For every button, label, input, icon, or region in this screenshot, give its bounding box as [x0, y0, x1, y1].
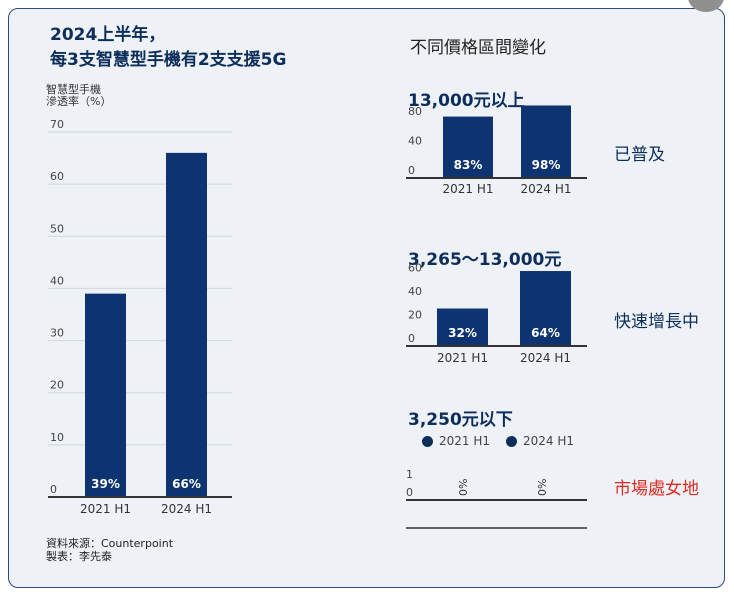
seg3-ytick-1: 1 — [406, 468, 413, 481]
main-data-label-0: 39% — [91, 477, 120, 491]
main-ytick-3: 30 — [50, 327, 64, 340]
main-data-label-1: 66% — [172, 477, 201, 491]
infographic-card — [8, 8, 725, 588]
seg2-ytick-1: 20 — [408, 309, 422, 322]
corner-badge — [688, 0, 724, 12]
segment-1-title: 13,000元以上 — [408, 91, 525, 111]
main-ytick-2: 20 — [50, 379, 64, 392]
seg1-category-0: 2021 H1 — [442, 182, 493, 196]
title-line-2: 每3支智慧型手機有2支支援5G — [50, 50, 287, 70]
seg2-bar-1 — [520, 271, 571, 346]
ylabel-line-2: 滲透率（%） — [46, 95, 112, 108]
ylabel-line-1: 智慧型手機 — [46, 83, 101, 96]
seg1-ytick-0: 0 — [408, 164, 415, 177]
segment-3-legend: 2021 H1 2024 H1 — [422, 434, 574, 448]
seg2-category-1: 2024 H1 — [520, 351, 571, 365]
segment-2-status: 快速增長中 — [614, 312, 699, 332]
segment-1-status: 已普及 — [614, 145, 665, 165]
seg1-ytick-2: 80 — [408, 105, 422, 118]
main-ytick-1: 10 — [50, 431, 64, 444]
legend-label-2024: 2024 H1 — [523, 434, 575, 448]
seg1-bar-1 — [521, 105, 571, 178]
seg1-category-1: 2024 H1 — [520, 182, 571, 196]
legend-label-2021: 2021 H1 — [439, 434, 491, 448]
author-line: 製表：李先泰 — [46, 550, 112, 563]
main-ytick-0: 0 — [50, 483, 57, 496]
main-bar-0 — [85, 293, 126, 497]
seg2-ytick-2: 40 — [408, 285, 422, 298]
legend-dot-2021 — [422, 435, 433, 447]
segment-3-status: 市場處女地 — [614, 479, 699, 499]
main-ytick-6: 60 — [50, 170, 64, 183]
main-ytick-4: 40 — [50, 274, 64, 287]
seg3-ytick-0: 0 — [406, 486, 413, 499]
segment-3-title: 3,250元以下 — [408, 410, 513, 430]
title-line-1: 2024上半年， — [50, 25, 166, 45]
seg2-ytick-3: 60 — [408, 262, 422, 275]
main-category-1: 2024 H1 — [161, 502, 212, 516]
main-ytick-5: 50 — [50, 222, 64, 235]
seg1-data-label-1: 98% — [532, 158, 561, 172]
right-panel-title: 不同價格區間變化 — [410, 38, 546, 58]
legend-dot-2024 — [506, 435, 518, 447]
seg1-data-label-0: 83% — [454, 158, 483, 172]
seg2-data-label-0: 32% — [448, 326, 477, 340]
seg2-bar-0 — [437, 308, 488, 346]
source-line: 資料來源：Counterpoint — [46, 537, 174, 550]
main-category-0: 2021 H1 — [80, 502, 131, 516]
seg3-data-label-1: 0% — [536, 479, 549, 496]
seg3-data-label-0: 0% — [457, 479, 470, 496]
seg2-data-label-1: 64% — [531, 326, 560, 340]
segment-2-title: 3,265～13,000元 — [408, 250, 562, 270]
seg1-ytick-1: 40 — [408, 134, 422, 147]
seg1-bar-0 — [443, 116, 493, 178]
main-ytick-7: 70 — [50, 118, 64, 131]
main-bar-1 — [166, 152, 207, 497]
seg2-category-0: 2021 H1 — [437, 351, 488, 365]
seg2-ytick-0: 0 — [408, 332, 415, 345]
